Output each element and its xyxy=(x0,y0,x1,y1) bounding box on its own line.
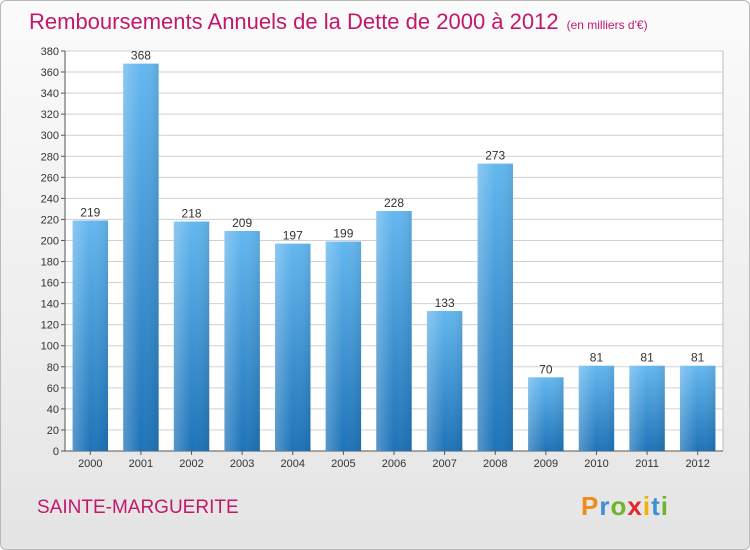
brand-logo: Proxiti xyxy=(581,491,669,522)
brand-letter: i xyxy=(642,491,652,521)
x-tick-label: 2001 xyxy=(129,458,153,470)
y-tick-label: 120 xyxy=(41,320,59,332)
bar-shine xyxy=(679,365,716,451)
bar-shine xyxy=(224,231,260,451)
bar-value-label: 228 xyxy=(384,196,404,210)
bar-value-label: 81 xyxy=(590,351,604,365)
brand-letter: r xyxy=(599,491,611,521)
bar-value-label: 199 xyxy=(333,227,353,241)
title-text: Remboursements Annuels de la Dette de 20… xyxy=(29,9,559,34)
y-tick-label: 160 xyxy=(41,278,59,290)
brand-letter: P xyxy=(581,491,600,521)
x-tick-label: 2002 xyxy=(179,458,203,470)
y-tick-label: 180 xyxy=(41,257,59,269)
bar-value-label: 133 xyxy=(435,296,455,310)
x-tick-label: 2003 xyxy=(230,458,254,470)
y-tick-label: 320 xyxy=(41,109,59,121)
y-tick-label: 0 xyxy=(53,446,59,458)
y-tick-label: 80 xyxy=(47,362,59,374)
x-tick-label: 2012 xyxy=(685,458,709,470)
y-tick-label: 220 xyxy=(41,214,59,226)
commune-name: SAINTE-MARGUERITE xyxy=(37,497,239,518)
title-unit: (en milliers d'€) xyxy=(566,18,648,32)
y-tick-label: 340 xyxy=(41,88,59,100)
bar-shine xyxy=(528,377,564,451)
brand-letter: x xyxy=(627,491,643,521)
y-tick-label: 280 xyxy=(41,151,59,163)
brand-letter: o xyxy=(610,491,628,521)
bar-shine xyxy=(173,221,210,451)
y-tick-label: 240 xyxy=(41,193,59,205)
bar-shine xyxy=(72,220,109,451)
bar-value-label: 70 xyxy=(539,362,553,376)
brand-letter: t xyxy=(651,491,661,521)
x-tick-label: 2005 xyxy=(331,458,355,470)
bar-shine xyxy=(578,365,615,451)
bar-value-label: 368 xyxy=(131,49,151,63)
x-tick-label: 2011 xyxy=(635,458,659,470)
bar-value-label: 273 xyxy=(485,149,505,163)
y-tick-label: 100 xyxy=(41,341,59,353)
bar-shine xyxy=(123,63,159,451)
bar-value-label: 81 xyxy=(691,351,705,365)
bar-value-label: 81 xyxy=(640,351,654,365)
bar-value-label: 209 xyxy=(232,216,252,230)
y-tick-label: 140 xyxy=(41,299,59,311)
bar-shine xyxy=(275,243,311,451)
bar-value-label: 197 xyxy=(283,229,303,243)
y-tick-label: 360 xyxy=(41,67,59,79)
x-tick-label: 2010 xyxy=(584,458,608,470)
bar-shine xyxy=(477,163,513,451)
y-tick-label: 60 xyxy=(47,383,59,395)
bar-shine xyxy=(426,311,463,451)
y-tick-label: 40 xyxy=(47,404,59,416)
x-tick-label: 2004 xyxy=(281,458,305,470)
x-tick-label: 2000 xyxy=(78,458,102,470)
x-tick-label: 2009 xyxy=(534,458,558,470)
bar-shine xyxy=(376,211,412,451)
chart-title: Remboursements Annuels de la Dette de 20… xyxy=(29,9,648,35)
y-tick-label: 200 xyxy=(41,235,59,247)
bar-shine xyxy=(325,241,362,451)
y-tick-label: 20 xyxy=(47,425,59,437)
y-tick-label: 300 xyxy=(41,130,59,142)
bar-value-label: 219 xyxy=(80,205,100,219)
y-tick-label: 260 xyxy=(41,172,59,184)
x-tick-label: 2007 xyxy=(432,458,456,470)
y-tick-label: 380 xyxy=(41,46,59,58)
brand-letter: i xyxy=(660,491,669,521)
x-tick-label: 2006 xyxy=(382,458,406,470)
x-tick-label: 2008 xyxy=(483,458,507,470)
bar-value-label: 218 xyxy=(182,207,202,221)
bar-shine xyxy=(629,365,665,451)
